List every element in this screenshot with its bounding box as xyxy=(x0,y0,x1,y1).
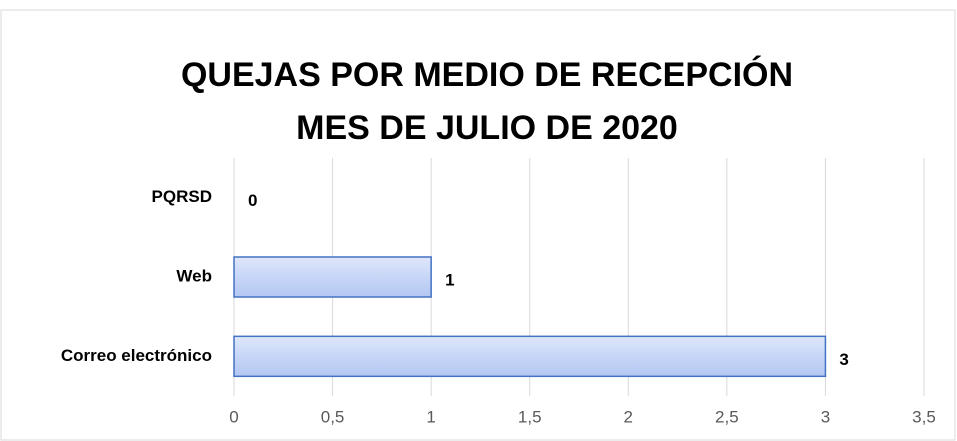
x-tick-label: 1,5 xyxy=(518,407,542,426)
x-tick-label: 0,5 xyxy=(321,407,345,426)
x-tick-label: 3,5 xyxy=(912,407,936,426)
x-tick-label: 2 xyxy=(624,407,633,426)
chart-title: QUEJAS POR MEDIO DE RECEPCIÓN xyxy=(181,56,793,94)
x-tick-label: 3 xyxy=(821,407,830,426)
data-label: 1 xyxy=(445,270,454,289)
data-label: 3 xyxy=(839,350,848,369)
y-tick-label: Correo electrónico xyxy=(61,346,212,365)
bar xyxy=(233,335,827,378)
x-tick-label: 2,5 xyxy=(715,407,739,426)
chart-subtitle: MES DE JULIO DE 2020 xyxy=(296,109,678,147)
bar xyxy=(233,256,432,298)
data-label: 0 xyxy=(248,191,257,210)
y-tick-label: Web xyxy=(176,266,212,285)
y-tick-label: PQRSD xyxy=(152,187,212,206)
x-tick-label: 0 xyxy=(229,407,238,426)
x-tick-label: 1 xyxy=(426,407,435,426)
